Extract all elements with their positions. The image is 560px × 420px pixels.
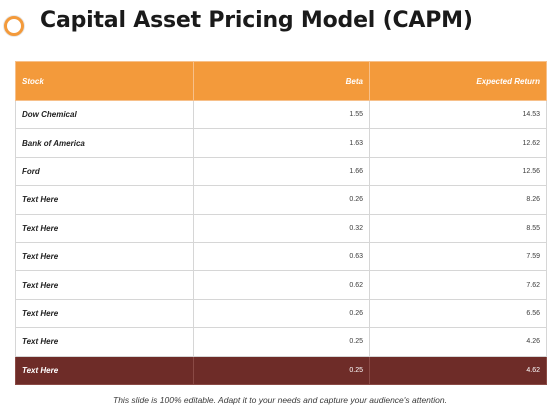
stock-cell: Text Here — [15, 213, 194, 243]
stock-cell: Text Here — [15, 185, 194, 215]
column-header-stock: Stock — [15, 61, 194, 101]
footer-note: This slide is 100% editable. Adapt it to… — [113, 395, 447, 405]
table-row: Bank of America 1.63 12.62 — [15, 128, 547, 158]
beta-cell: 0.62 — [193, 270, 370, 300]
table-row: Text Here 0.63 7.59 — [15, 241, 547, 272]
page-title: Capital Asset Pricing Model (CAPM) — [40, 8, 473, 33]
expected-return-cell: 7.59 — [369, 241, 547, 272]
table-row: Text Here 0.25 4.26 — [15, 327, 547, 357]
stock-cell: Bank of America — [15, 128, 194, 158]
table-row: Text Here 0.26 8.26 — [15, 185, 547, 215]
beta-cell: 1.63 — [193, 128, 370, 158]
beta-cell: 0.25 — [193, 327, 370, 357]
table-header-row: Stock Beta Expected Return — [15, 61, 547, 101]
table-row: Text Here 0.32 8.55 — [15, 213, 547, 243]
stock-cell: Dow Chemical — [15, 99, 194, 130]
column-header-expected-return: Expected Return — [369, 61, 547, 101]
table-row: Dow Chemical 1.55 14.53 — [15, 99, 547, 130]
beta-cell: 0.25 — [193, 355, 370, 385]
beta-cell: 0.26 — [193, 185, 370, 215]
expected-return-cell: 6.56 — [369, 298, 547, 329]
table-row: Ford 1.66 12.56 — [15, 156, 547, 187]
expected-return-cell: 14.53 — [369, 99, 547, 130]
stock-cell: Text Here — [15, 270, 194, 300]
expected-return-cell: 8.55 — [369, 213, 547, 243]
expected-return-cell: 4.26 — [369, 327, 547, 357]
stock-cell: Text Here — [15, 355, 194, 385]
stock-cell: Text Here — [15, 298, 194, 329]
beta-cell: 0.32 — [193, 213, 370, 243]
beta-cell: 1.55 — [193, 99, 370, 130]
expected-return-cell: 12.62 — [369, 128, 547, 158]
stock-cell: Ford — [15, 156, 194, 187]
table-row-highlighted: Text Here 0.25 4.62 — [15, 355, 547, 385]
expected-return-cell: 7.62 — [369, 270, 547, 300]
column-header-beta: Beta — [193, 61, 370, 101]
table-row: Text Here 0.62 7.62 — [15, 270, 547, 300]
expected-return-cell: 12.56 — [369, 156, 547, 187]
beta-cell: 1.66 — [193, 156, 370, 187]
table-row: Text Here 0.26 6.56 — [15, 298, 547, 329]
circle-ring-icon — [4, 16, 24, 36]
expected-return-cell: 4.62 — [369, 355, 547, 385]
stock-cell: Text Here — [15, 327, 194, 357]
beta-cell: 0.26 — [193, 298, 370, 329]
capm-table: Stock Beta Expected Return Dow Chemical … — [15, 61, 547, 385]
stock-cell: Text Here — [15, 241, 194, 272]
expected-return-cell: 8.26 — [369, 185, 547, 215]
beta-cell: 0.63 — [193, 241, 370, 272]
